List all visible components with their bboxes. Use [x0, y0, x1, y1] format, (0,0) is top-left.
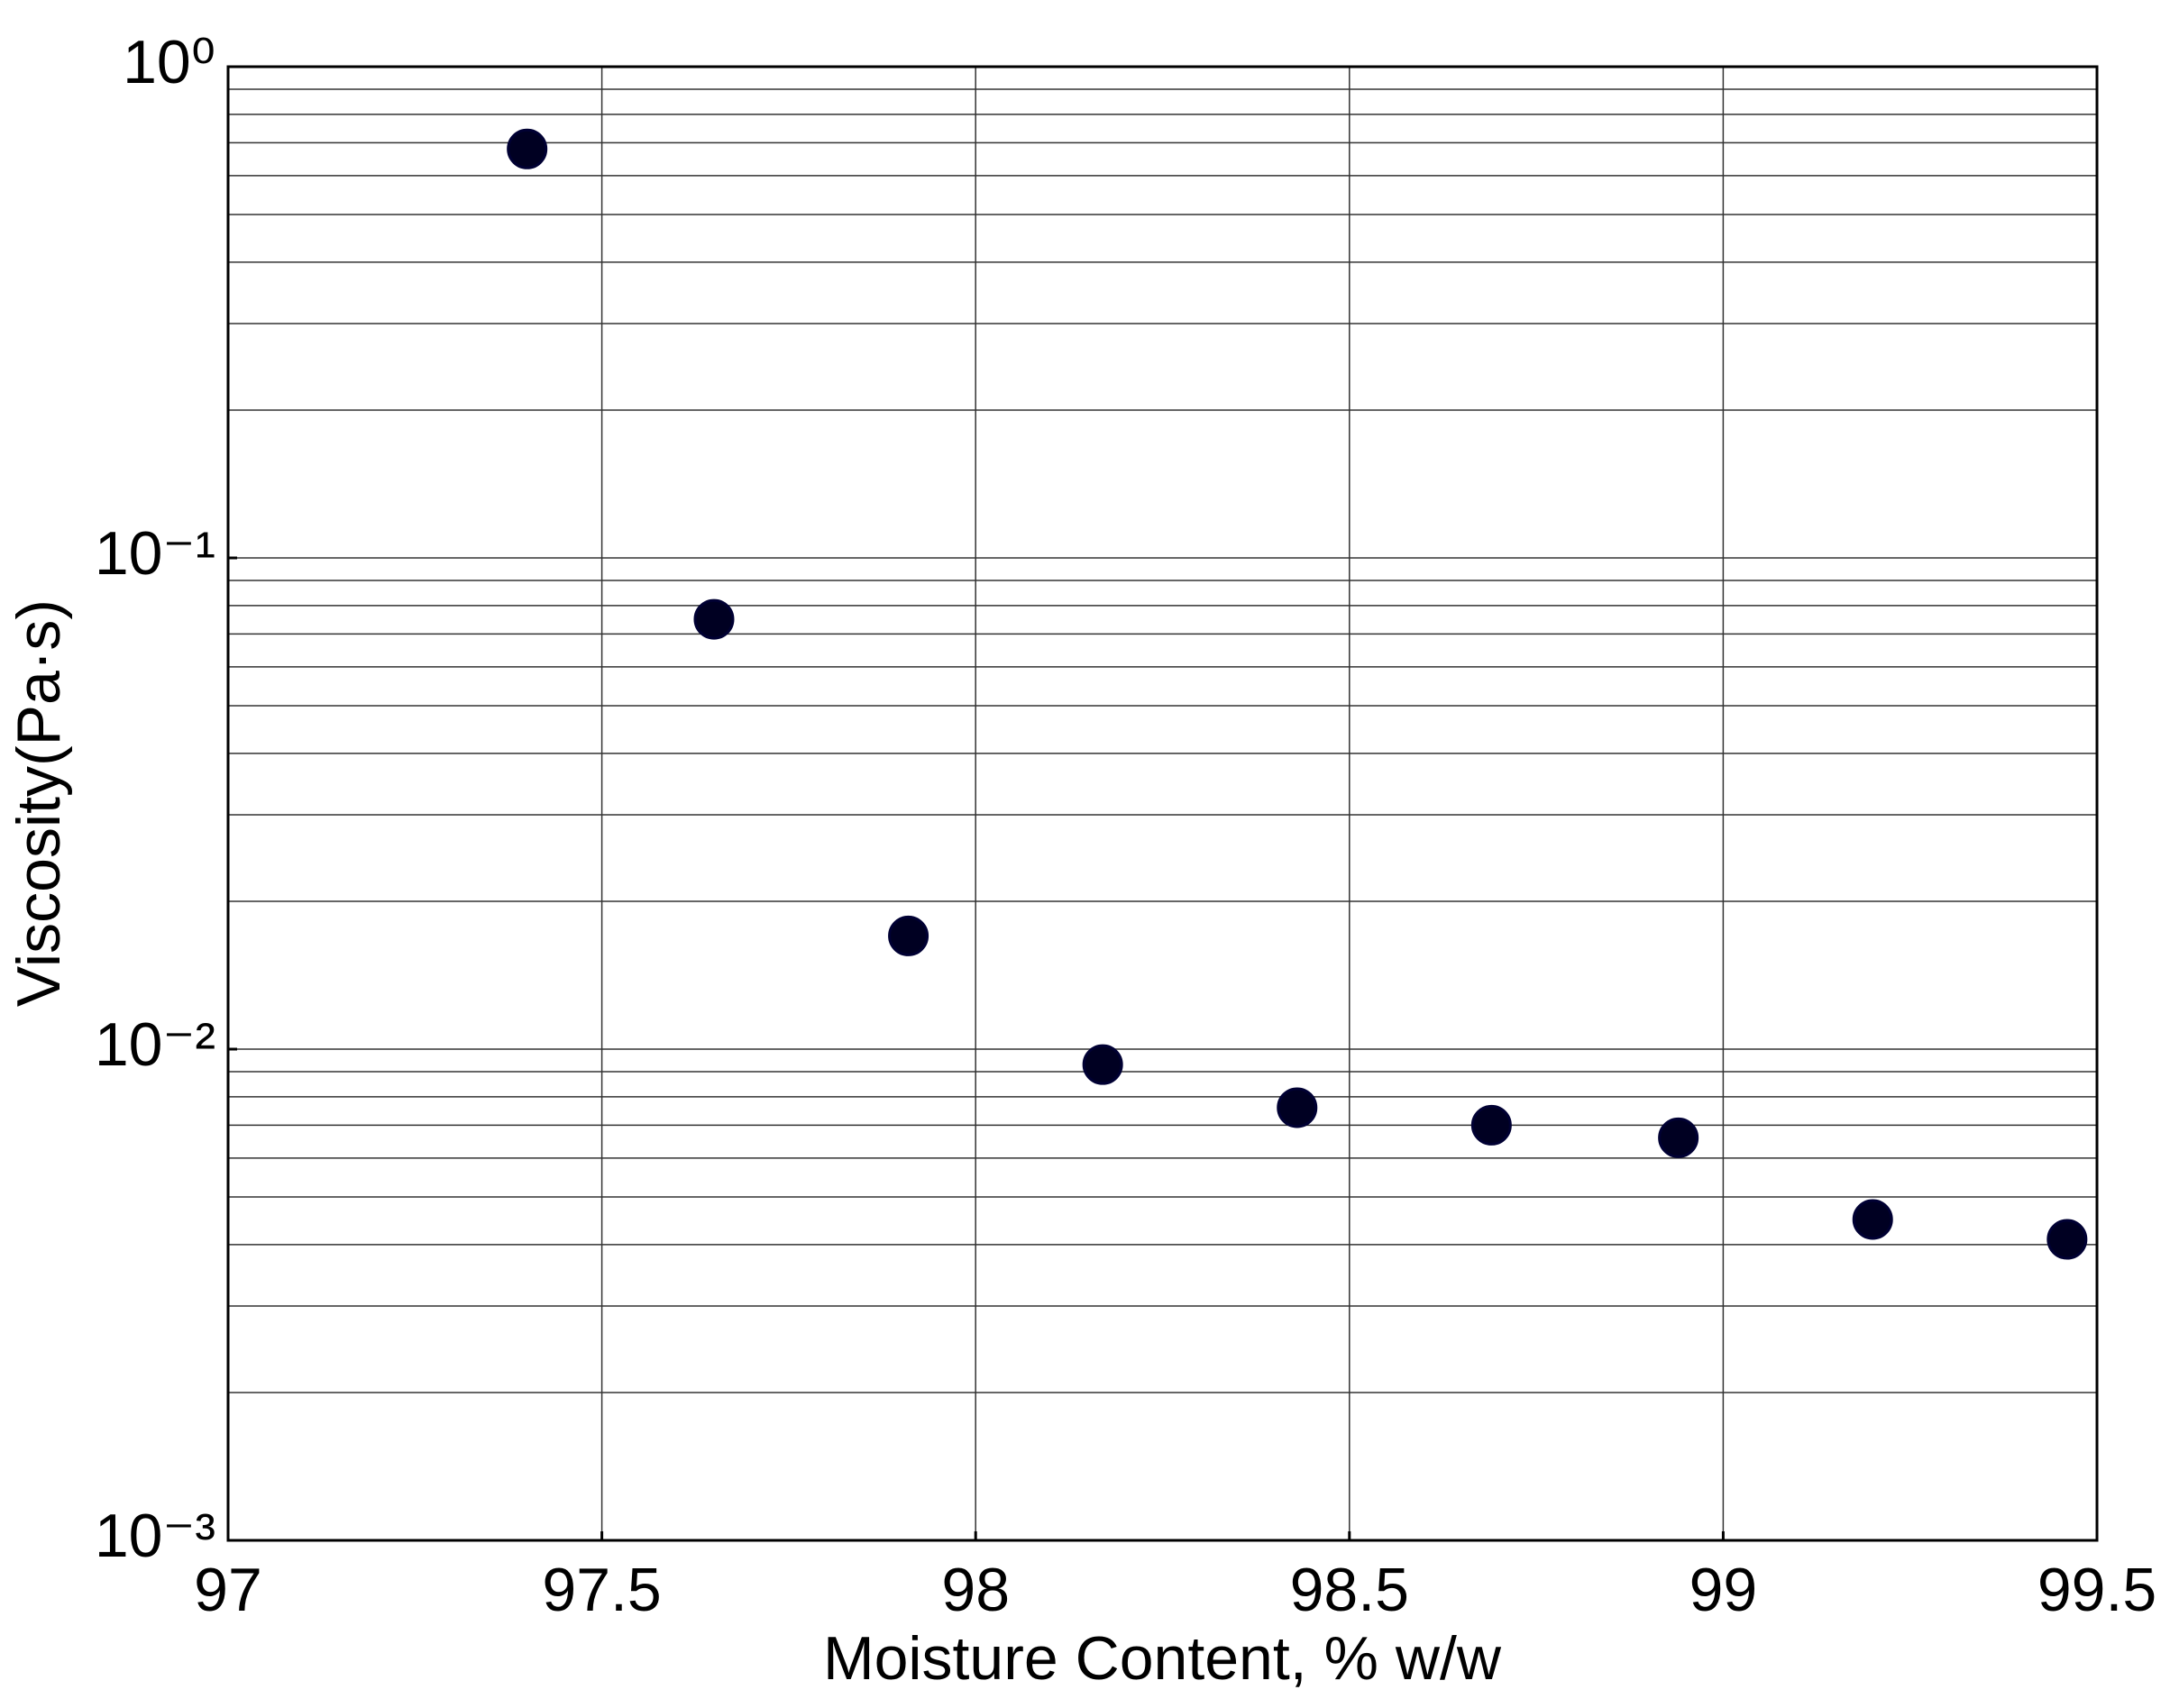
point: [693, 598, 735, 640]
point: [1658, 1117, 1699, 1158]
point: [1470, 1104, 1512, 1146]
x-tick-label: 97: [194, 1556, 262, 1624]
y-tick-label: 10⁻²: [95, 1010, 215, 1079]
x-tick-label: 99.5: [2037, 1556, 2156, 1624]
x-tick-label: 98: [941, 1556, 1010, 1624]
x-tick-label: 98.5: [1290, 1556, 1409, 1624]
point: [1852, 1199, 1893, 1240]
y-tick-label: 10⁰: [123, 28, 215, 96]
point: [1277, 1087, 1318, 1128]
plot-frame: [226, 65, 2099, 1542]
y-axis-label: Viscosity(Pa·s): [5, 599, 73, 1007]
y-tick-label: 10⁻³: [95, 1502, 215, 1570]
x-tick-label: 99: [1689, 1556, 1758, 1624]
y-tick-label: 10⁻¹: [95, 519, 215, 588]
point: [888, 915, 929, 956]
point: [507, 128, 548, 169]
x-axis-label: Moisture Content, % w/w: [823, 1624, 1502, 1693]
x-tick-label: 97.5: [542, 1556, 661, 1624]
point: [2046, 1219, 2088, 1260]
point: [1082, 1044, 1123, 1085]
